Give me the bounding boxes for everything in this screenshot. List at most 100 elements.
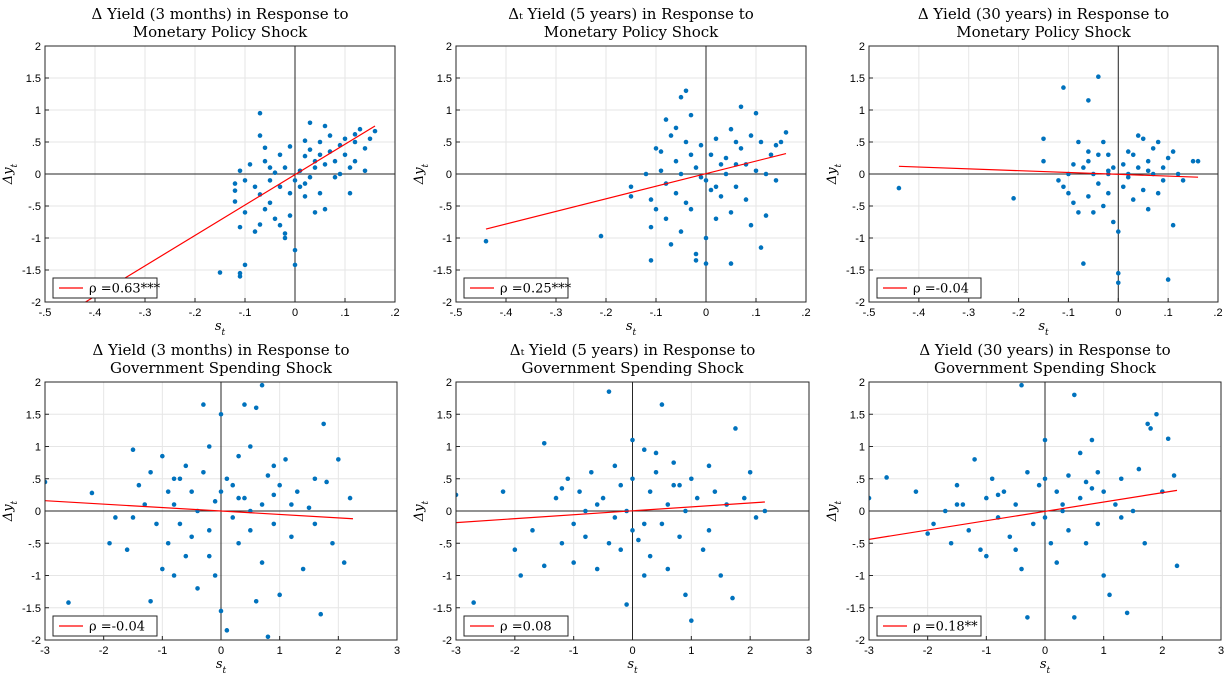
scatter-series [456, 389, 768, 623]
x-tick-label: 1 [688, 645, 694, 657]
data-point [641, 573, 647, 578]
data-point [559, 540, 565, 546]
data-point [594, 502, 600, 507]
data-point [257, 110, 263, 116]
data-point [1076, 139, 1081, 145]
chart-title-line: Monetary Policy Shock [133, 23, 308, 41]
data-point [277, 152, 283, 158]
data-point [718, 162, 724, 167]
data-point [1001, 489, 1007, 494]
data-point [541, 440, 547, 446]
data-point [292, 178, 298, 183]
data-point [960, 502, 966, 507]
data-point [292, 262, 298, 268]
legend-box [463, 615, 569, 637]
legend-box [876, 277, 982, 299]
data-point [618, 482, 624, 488]
data-point [1013, 502, 1018, 507]
x-tick-label: -1 [157, 645, 167, 657]
data-point [1145, 421, 1150, 427]
chart-title-line: Government Spending Shock [934, 359, 1157, 377]
data-point [663, 117, 669, 122]
y-axis-label: Δyt [825, 163, 844, 185]
y-tick-label: 2 [446, 377, 452, 389]
data-point [972, 457, 977, 462]
data-point [154, 521, 159, 527]
data-point [336, 457, 341, 462]
data-point [1115, 229, 1121, 234]
data-point [183, 463, 189, 469]
data-point [733, 139, 739, 145]
data-point [1096, 74, 1101, 80]
y-tick-label: -1 [442, 233, 452, 245]
data-point [352, 139, 358, 145]
data-point [1091, 210, 1096, 215]
data-point [589, 470, 594, 475]
y-axis-label: Δyt [1, 500, 20, 522]
y-tick-label: 0 [35, 169, 41, 181]
data-point [1111, 219, 1116, 225]
data-point [1060, 508, 1065, 514]
data-point [942, 508, 948, 514]
data-point [748, 133, 754, 138]
x-tick-label: -.1 [650, 307, 663, 319]
x-tick-label: -.2 [600, 307, 613, 319]
data-point [271, 492, 277, 498]
data-point [1145, 168, 1151, 174]
data-point [237, 270, 243, 276]
y-tick-label: -1.5 [22, 603, 41, 615]
data-point [723, 171, 729, 177]
data-point [267, 178, 273, 183]
data-point [500, 489, 506, 494]
data-point [294, 489, 300, 494]
data-point [1160, 178, 1166, 183]
y-tick-label: 1 [859, 442, 865, 454]
data-point [252, 184, 258, 190]
data-point [107, 540, 112, 546]
data-point [700, 547, 706, 552]
data-point [738, 104, 744, 110]
data-point [1154, 411, 1159, 417]
data-point [1115, 280, 1121, 286]
data-point [1106, 168, 1111, 174]
data-point [306, 505, 312, 511]
data-point [728, 261, 734, 266]
y-tick-label: 1.5 [437, 73, 452, 85]
data-point [1135, 133, 1141, 138]
data-point [1115, 270, 1121, 276]
data-point [148, 470, 153, 475]
data-point [1160, 165, 1166, 170]
data-point [232, 199, 238, 204]
x-tick-label: -2 [99, 645, 109, 657]
x-tick-label: -.1 [239, 307, 252, 319]
y-tick-label: .5 [32, 474, 41, 486]
data-point [931, 521, 936, 527]
data-point [658, 149, 664, 154]
data-point [683, 88, 689, 94]
data-point [282, 231, 288, 236]
data-point [287, 190, 293, 196]
data-point [1056, 178, 1061, 183]
data-point [1081, 165, 1086, 170]
data-point [1190, 158, 1196, 164]
data-point [1175, 171, 1181, 177]
data-point [1019, 566, 1024, 572]
data-point [1195, 158, 1201, 164]
y-tick-label: 2 [859, 377, 865, 389]
data-point [230, 482, 236, 488]
data-point [1066, 528, 1071, 533]
x-tick-label: .1 [751, 307, 760, 319]
y-tick-label: -2 [855, 635, 865, 647]
data-point [954, 502, 960, 507]
data-point [271, 521, 277, 527]
data-point [665, 566, 671, 572]
data-point [297, 184, 303, 190]
data-point [218, 411, 224, 417]
data-point [1054, 560, 1060, 565]
x-axis-label: st [216, 657, 227, 675]
fit-line [45, 500, 354, 520]
data-point [265, 473, 271, 478]
x-tick-label: -.4 [500, 307, 513, 319]
data-point [189, 534, 194, 540]
data-point [713, 216, 719, 222]
